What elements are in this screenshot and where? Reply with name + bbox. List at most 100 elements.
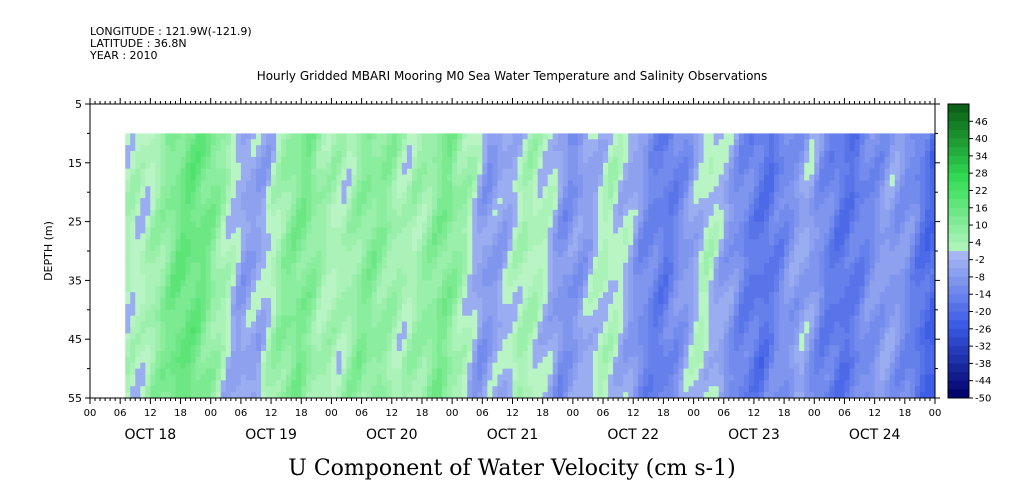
heat-cell xyxy=(648,268,654,275)
heat-cell xyxy=(406,315,413,322)
heat-cell xyxy=(547,309,554,317)
heat-cell xyxy=(457,245,463,252)
heat-cell xyxy=(482,256,488,264)
heat-cell xyxy=(567,245,574,252)
heat-cell xyxy=(472,274,478,281)
heat-cell xyxy=(366,309,373,317)
heat-cell xyxy=(276,186,282,193)
heat-cell xyxy=(306,245,312,252)
heat-cell xyxy=(567,327,574,334)
heat-cell xyxy=(366,292,373,299)
heat-cell xyxy=(567,321,574,328)
heat-cell xyxy=(261,280,267,287)
heat-cell xyxy=(331,380,337,387)
heat-cell xyxy=(452,380,458,387)
heat-cell xyxy=(210,321,217,328)
heat-cell xyxy=(296,292,302,299)
heat-cell xyxy=(240,174,247,181)
heat-cell xyxy=(482,333,488,340)
heat-cell xyxy=(502,327,508,334)
heat-cell xyxy=(266,374,272,381)
heat-cell xyxy=(245,221,252,228)
heat-cell xyxy=(255,309,262,317)
heat-cell xyxy=(165,345,171,352)
heat-cell xyxy=(130,168,136,175)
heat-cell xyxy=(587,168,594,175)
heat-cell xyxy=(180,380,186,387)
heat-cell xyxy=(462,315,468,322)
heat-cell xyxy=(532,174,539,181)
heat-cell xyxy=(341,145,347,152)
heat-cell xyxy=(170,262,176,270)
heat-cell xyxy=(603,386,609,393)
heat-cell xyxy=(205,321,212,328)
heat-cell xyxy=(442,227,448,234)
heat-cell xyxy=(401,162,408,170)
heat-cell xyxy=(527,233,534,240)
heat-cell xyxy=(381,133,388,140)
heat-cell xyxy=(331,345,337,352)
heat-cell xyxy=(487,362,493,369)
heat-cell xyxy=(195,215,202,222)
heat-cell xyxy=(678,133,684,140)
heat-cell xyxy=(426,350,433,358)
heat-cell xyxy=(587,386,594,393)
heat-cell xyxy=(467,368,473,375)
heat-cell xyxy=(261,256,267,264)
heat-cell xyxy=(426,221,433,228)
heat-cell xyxy=(411,268,418,275)
heat-cell xyxy=(210,309,217,317)
heat-cell xyxy=(276,309,282,317)
heat-cell xyxy=(210,186,217,193)
heat-cell xyxy=(125,233,131,240)
heat-cell xyxy=(628,145,634,152)
heat-cell xyxy=(376,350,383,358)
heat-cell xyxy=(225,356,232,364)
heat-cell xyxy=(371,280,378,287)
heat-cell xyxy=(663,268,669,275)
heat-cell xyxy=(336,386,342,393)
heat-cell xyxy=(648,368,654,375)
heat-cell xyxy=(668,209,674,217)
heat-cell xyxy=(125,139,131,146)
heat-cell xyxy=(255,174,262,181)
heat-cell xyxy=(140,215,146,222)
heat-cell xyxy=(286,274,292,281)
heat-cell xyxy=(457,345,463,352)
heat-cell xyxy=(608,380,614,387)
heat-cell xyxy=(190,392,197,399)
heat-cell xyxy=(326,280,332,287)
heat-cell xyxy=(245,380,252,387)
heat-cell xyxy=(628,286,634,293)
heat-cell xyxy=(663,209,669,217)
heat-cell xyxy=(618,350,624,358)
heat-cell xyxy=(215,256,222,264)
heat-cell xyxy=(633,245,639,252)
heat-cell xyxy=(155,303,161,311)
heat-cell xyxy=(351,274,357,281)
heat-cell xyxy=(587,298,594,305)
heat-cell xyxy=(401,156,408,164)
heat-cell xyxy=(356,392,363,399)
heat-cell xyxy=(673,151,679,158)
heat-cell xyxy=(296,327,302,334)
heat-cell xyxy=(210,203,217,211)
heat-cell xyxy=(215,145,222,152)
heat-cell xyxy=(200,133,207,140)
heat-cell xyxy=(150,227,156,234)
heat-cell xyxy=(598,203,604,211)
heat-cell xyxy=(170,345,176,352)
heat-cell xyxy=(376,374,383,381)
heat-cell xyxy=(135,203,141,211)
heat-cell xyxy=(331,321,337,328)
heat-cell xyxy=(271,345,277,352)
heat-cell xyxy=(346,168,352,175)
heat-cell xyxy=(658,392,664,399)
heat-cell xyxy=(225,368,232,375)
heat-cell xyxy=(356,227,363,234)
heat-cell xyxy=(467,198,473,205)
heat-cell xyxy=(381,151,388,158)
heat-cell xyxy=(497,362,503,369)
heat-cell xyxy=(366,298,373,305)
heat-cell xyxy=(663,309,669,317)
